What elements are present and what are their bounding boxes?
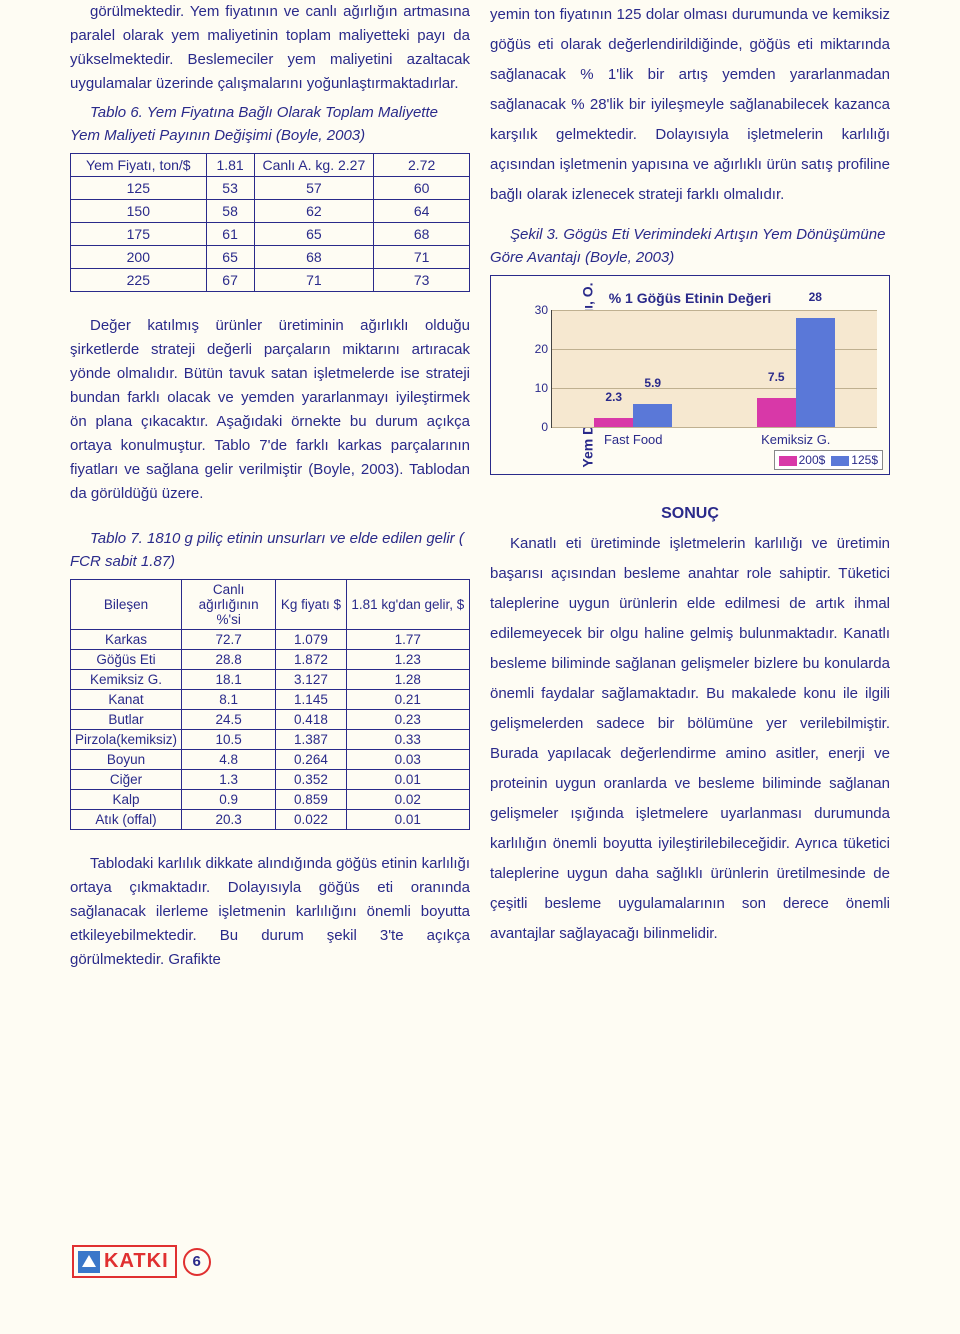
chart-bar	[757, 398, 796, 427]
figure3-chart: % 1 Göğüs Etinin Değeri Yem Dönüşümü kar…	[490, 275, 890, 475]
table-row: Pirzola(kemiksiz)10.51.3870.33	[71, 730, 470, 750]
paragraph: görülmektedir. Yem fiyatının ve canlı ağ…	[70, 0, 470, 96]
table-header: 1.81 kg'dan gelir, $	[346, 580, 469, 630]
table-row: Boyun4.80.2640.03	[71, 750, 470, 770]
table-header: Canlı ağırlığının %'si	[182, 580, 276, 630]
logo: KATKI	[72, 1245, 177, 1278]
paragraph: Kanatlı eti üretiminde işletmelerin karl…	[490, 529, 890, 949]
table-row: 225677173	[71, 269, 470, 292]
chart-bar-label: 5.9	[644, 376, 661, 390]
chart-bar	[594, 418, 633, 427]
table-row: Karkas72.71.0791.77	[71, 630, 470, 650]
table-row: Atık (offal)20.30.0220.01	[71, 810, 470, 830]
logo-text: KATKI	[104, 1250, 169, 1273]
chart-bar-label: 28	[809, 290, 822, 304]
chart-ytick: 10	[522, 381, 548, 395]
chart-xcategory: Kemiksiz G.	[761, 432, 830, 447]
table-header: Kg fiyatı $	[276, 580, 346, 630]
table-header: Canlı A. kg. 2.27	[254, 154, 374, 177]
legend-label: 200$	[799, 453, 826, 467]
page-number: 6	[183, 1248, 211, 1276]
table-row: Kemiksiz G.18.13.1271.28	[71, 670, 470, 690]
chart-bar	[796, 318, 835, 427]
legend-swatch	[779, 456, 797, 466]
paragraph: yemin ton fiyatının 125 dolar olması dur…	[490, 0, 890, 210]
paragraph: Tablodaki karlılık dikkate alındığında g…	[70, 852, 470, 972]
table-7: Bileşen Canlı ağırlığının %'si Kg fiyatı…	[70, 579, 470, 830]
table-header: Bileşen	[71, 580, 182, 630]
table-row: Butlar24.50.4180.23	[71, 710, 470, 730]
table-header: Yem Fiyatı, ton/$	[71, 154, 207, 177]
chart-ytick: 20	[522, 342, 548, 356]
footer: KATKI 6	[72, 1245, 211, 1278]
table-row: Yem Fiyatı, ton/$ 1.81 Canlı A. kg. 2.27…	[71, 154, 470, 177]
paragraph: Değer katılmış ürünler üretiminin ağırlı…	[70, 314, 470, 506]
table-row: 125535760	[71, 177, 470, 200]
table-row: Göğüs Eti28.81.8721.23	[71, 650, 470, 670]
table-header: 2.72	[374, 154, 470, 177]
table-row: Ciğer1.30.3520.01	[71, 770, 470, 790]
chart-ytick: 0	[522, 420, 548, 434]
sonuc-heading: SONUÇ	[490, 505, 890, 523]
logo-mark-icon	[78, 1251, 100, 1273]
table7-caption: Tablo 7. 1810 g piliç etinin unsurları v…	[70, 528, 470, 573]
chart-title: % 1 Göğüs Etinin Değeri	[491, 290, 889, 306]
table-6: Yem Fiyatı, ton/$ 1.81 Canlı A. kg. 2.27…	[70, 153, 470, 292]
table-header: 1.81	[206, 154, 254, 177]
table-row: 200656871	[71, 246, 470, 269]
right-column: yemin ton fiyatının 125 dolar olması dur…	[490, 0, 890, 978]
figure3-caption: Şekil 3. Gögüs Eti Verimindeki Artışın Y…	[490, 224, 890, 269]
table-row: Kanat8.11.1450.21	[71, 690, 470, 710]
chart-ytick: 30	[522, 303, 548, 317]
chart-bar-label: 2.3	[605, 390, 622, 404]
legend-swatch	[831, 456, 849, 466]
chart-xcategory: Fast Food	[604, 432, 663, 447]
chart-bar-label: 7.5	[768, 370, 785, 384]
table-row: Bileşen Canlı ağırlığının %'si Kg fiyatı…	[71, 580, 470, 630]
table6-caption: Tablo 6. Yem Fiyatına Bağlı Olarak Topla…	[70, 102, 470, 147]
chart-plot: 01020302.35.9Fast Food7.528Kemiksiz G.	[551, 310, 877, 428]
chart-legend: 200$ 125$	[774, 450, 883, 470]
table-row: 175616568	[71, 223, 470, 246]
table-row: Kalp0.90.8590.02	[71, 790, 470, 810]
legend-label: 125$	[851, 453, 878, 467]
chart-bar	[633, 404, 672, 427]
table-row: 150586264	[71, 200, 470, 223]
left-column: görülmektedir. Yem fiyatının ve canlı ağ…	[70, 0, 470, 978]
